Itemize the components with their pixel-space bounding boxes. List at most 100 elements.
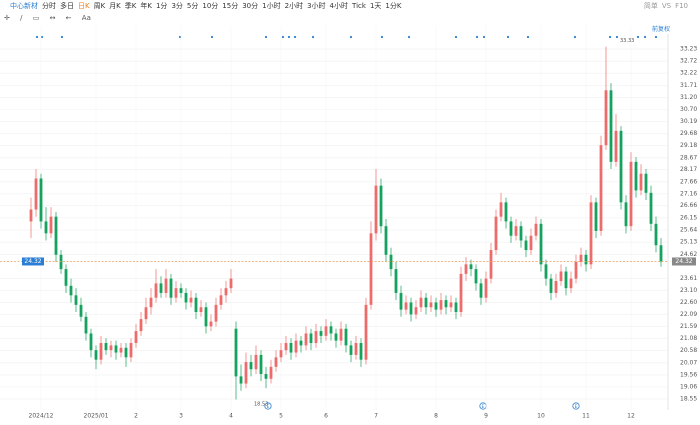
period-tab[interactable]: 季K — [124, 2, 137, 10]
candle-body — [169, 278, 173, 298]
y-tick-label: 20.07 — [680, 359, 697, 366]
event-marker-label: E — [267, 404, 270, 410]
y-tick-label: 30.19 — [680, 118, 697, 125]
x-tick-label: 2024/12 — [29, 413, 54, 420]
toolbar-right: 简单 VS F10 — [644, 0, 692, 12]
crosshair-icon[interactable]: ✛ — [4, 14, 10, 22]
x-tick-label: 5 — [279, 413, 283, 420]
candle-body — [224, 288, 228, 296]
event-dot — [643, 35, 647, 39]
candle-body — [579, 254, 583, 262]
candle-body — [154, 283, 158, 298]
x-tick-label: 4 — [229, 413, 233, 420]
candle-body — [489, 250, 493, 279]
period-tab[interactable]: 4小时 — [329, 2, 349, 10]
period-tab[interactable]: 15分 — [222, 2, 239, 10]
period-tab[interactable]: 3小时 — [307, 2, 326, 10]
x-tick-label: 2 — [134, 413, 138, 420]
candle-body — [179, 288, 183, 293]
y-tick-label: 19.56 — [680, 371, 697, 378]
candle-body — [599, 145, 603, 231]
candle-body — [559, 271, 563, 282]
candle-body — [84, 316, 88, 334]
candle-body — [184, 292, 188, 303]
period-tab[interactable]: 1分K — [385, 2, 402, 10]
text-tool[interactable]: Aa — [81, 14, 91, 22]
min-price-label: 18.53 — [254, 402, 268, 408]
shape-tool-icon[interactable]: ▭ — [32, 14, 40, 22]
event-marker[interactable] — [264, 402, 272, 410]
candle-body — [44, 221, 48, 234]
x-tick-label: 6 — [324, 413, 328, 420]
y-tick-label: 23.61 — [680, 275, 697, 282]
candle-body — [244, 362, 248, 384]
candle-body — [259, 354, 263, 375]
period-tab[interactable]: 多日 — [60, 2, 74, 10]
event-marker[interactable] — [572, 402, 580, 410]
candle-body — [594, 202, 598, 231]
candle-body — [509, 221, 513, 236]
toolbar-right-item[interactable]: VS — [661, 2, 672, 10]
candle-body — [269, 366, 273, 379]
period-tab[interactable]: 10分 — [202, 2, 219, 10]
candle-body — [234, 328, 238, 377]
x-tick-label: 10 — [537, 413, 545, 420]
x-tick-label: 8 — [434, 413, 438, 420]
period-tab[interactable]: 月K — [109, 2, 121, 10]
layout-menu[interactable]: 简单 — [643, 2, 658, 10]
y-tick-label: 29.18 — [680, 142, 697, 149]
event-dot — [281, 35, 285, 39]
candle-body — [194, 297, 198, 313]
measure-tool-icon[interactable]: ↔ — [49, 14, 56, 22]
period-tab[interactable]: 日K — [78, 2, 90, 10]
candle-body — [499, 202, 503, 217]
adjust-button-label[interactable]: 前复权 — [652, 25, 670, 33]
y-tick-label: 26.15 — [680, 214, 697, 221]
candle-body — [379, 185, 383, 227]
candle-body — [189, 297, 193, 303]
period-tab[interactable]: 分时 — [42, 2, 56, 10]
candle-body — [449, 302, 453, 308]
candle-body — [99, 343, 103, 360]
adjust-button[interactable] — [651, 25, 671, 34]
candle-body — [514, 226, 518, 236]
candle-body — [384, 226, 388, 255]
candle-body — [54, 216, 58, 255]
period-tab[interactable]: 周K — [93, 2, 106, 10]
candle-body — [304, 333, 308, 346]
period-tab[interactable]: 1小时 — [262, 2, 281, 10]
undo-tool-icon[interactable]: ← — [65, 14, 72, 22]
line-tool-icon[interactable]: ∕ — [20, 14, 23, 22]
period-tab[interactable]: 年K — [140, 2, 152, 10]
candle-body — [519, 226, 523, 241]
candle-body — [399, 292, 403, 310]
symbol[interactable]: 中心新材 — [10, 2, 38, 10]
candle-body — [279, 350, 283, 358]
period-tab[interactable]: 3分 — [171, 2, 183, 10]
toolbar-right-item[interactable]: F10 — [675, 2, 688, 10]
candle-body — [574, 261, 578, 279]
y-tick-label: 27.66 — [680, 178, 697, 185]
period-tab[interactable]: 30分 — [242, 2, 259, 10]
candle-body — [634, 161, 638, 191]
event-dot — [178, 35, 182, 39]
drawing-toolbar: ✛ ∕ ▭ ↔ ← Aa — [0, 12, 700, 24]
event-dot — [287, 35, 291, 39]
period-tab[interactable]: Tick — [352, 2, 366, 10]
candle-body — [309, 333, 313, 344]
event-dot — [526, 35, 530, 39]
candle-body — [389, 254, 393, 270]
period-tab[interactable]: 1分 — [155, 2, 168, 10]
period-tab[interactable]: 5分 — [186, 2, 199, 10]
period-tab[interactable]: 1天 — [369, 2, 382, 10]
candle-body — [659, 245, 663, 262]
y-tick-label: 28.67 — [680, 154, 697, 161]
y-tick-label: 23.10 — [680, 287, 697, 294]
candle-body — [79, 304, 83, 317]
event-dot — [573, 35, 577, 39]
candle-body — [129, 343, 133, 358]
candle-body — [569, 278, 573, 289]
period-tab[interactable]: 2小时 — [284, 2, 304, 10]
